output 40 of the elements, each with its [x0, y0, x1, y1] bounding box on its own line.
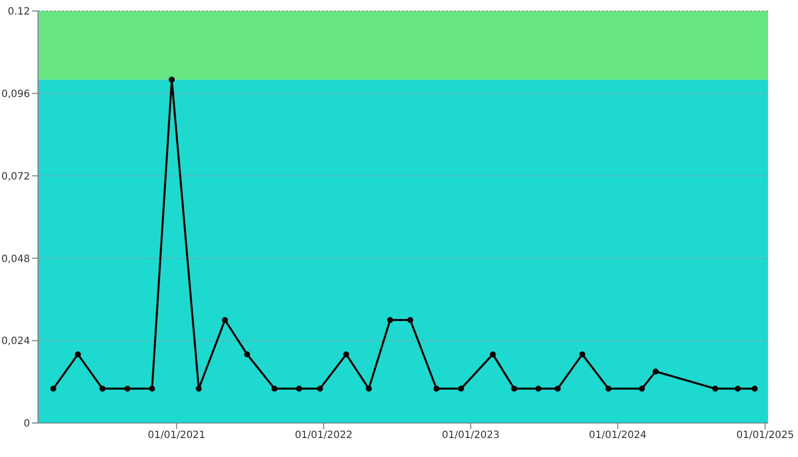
y-tick-label: 0.12 [8, 6, 30, 18]
x-tick-label: 01/01/2025 [736, 430, 794, 442]
point [124, 386, 130, 392]
point [99, 386, 106, 392]
y-tick-label: 0,048 [1, 254, 30, 265]
point [605, 386, 612, 392]
point [535, 386, 542, 392]
point [343, 351, 350, 358]
point [433, 386, 440, 392]
point [752, 386, 758, 392]
point [296, 386, 302, 392]
point [712, 386, 718, 392]
point [244, 351, 250, 358]
x-tick-label: 01/01/2024 [588, 430, 647, 442]
point [638, 386, 645, 392]
point [407, 317, 414, 323]
point [652, 368, 659, 374]
point [511, 386, 518, 392]
point [271, 386, 278, 392]
point [366, 386, 372, 392]
point [196, 386, 202, 392]
y-tick-label: 0,096 [1, 88, 30, 100]
point [554, 386, 561, 392]
point [734, 386, 741, 392]
point [168, 76, 175, 83]
point [458, 386, 464, 392]
point [222, 317, 228, 323]
y-tick-label: 0,072 [1, 171, 30, 182]
y-tick-label: 0 [24, 418, 30, 430]
point [50, 386, 56, 392]
point [490, 351, 496, 358]
point [387, 317, 394, 323]
point [579, 351, 586, 358]
y-tick-label: 0,024 [1, 336, 30, 348]
x-tick-label: 01/01/2023 [442, 430, 500, 442]
x-tick-label: 01/01/2022 [294, 430, 352, 442]
point [317, 386, 324, 392]
x-tick-label: 01/01/2021 [148, 430, 206, 442]
point [74, 351, 81, 358]
point [149, 386, 156, 392]
